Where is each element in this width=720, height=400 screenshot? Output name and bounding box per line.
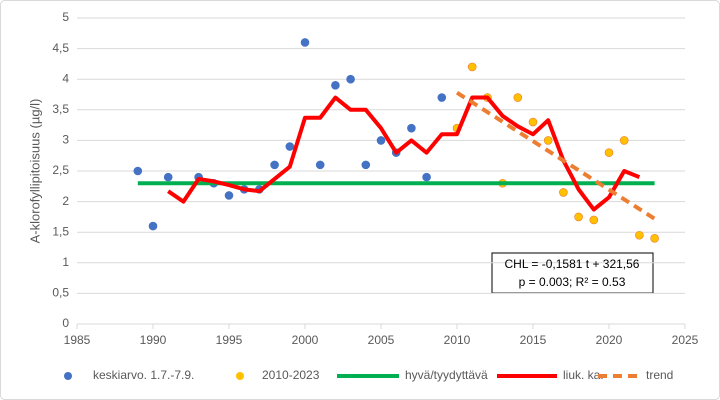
y-tick-label: 5	[62, 10, 69, 24]
x-tick-label: 1995	[216, 333, 243, 347]
data-point	[559, 188, 568, 197]
y-tick-label: 2,5	[52, 163, 69, 177]
data-point	[589, 215, 599, 225]
data-point	[543, 136, 553, 145]
y-tick-label: 1	[62, 255, 69, 269]
data-point	[270, 160, 279, 170]
data-point	[467, 62, 477, 72]
y-tick-label: 4,5	[52, 41, 69, 55]
x-tick-label: 2005	[368, 333, 395, 347]
data-point	[635, 230, 644, 240]
y-tick-label: 0	[62, 316, 69, 330]
legend-label: trend	[646, 368, 673, 382]
legend-label: liuk. ka.	[563, 368, 604, 382]
data-point	[346, 74, 355, 84]
x-tick-label: 1985	[64, 333, 91, 347]
y-tick-label: 3,5	[52, 102, 69, 116]
x-tick-label: 1990	[140, 333, 167, 347]
y-tick-label: 3	[62, 133, 69, 147]
data-point	[285, 142, 295, 151]
annotation: p = 0.003; R² = 0.53	[519, 275, 626, 289]
legend-label: keskiarvo. 1.7.-7.9.	[93, 368, 194, 382]
data-point	[604, 148, 614, 157]
x-tick-label: 2025	[672, 333, 699, 347]
data-point	[163, 172, 173, 182]
x-tick-label: 2020	[596, 333, 623, 347]
legend-marker	[236, 372, 244, 380]
y-tick-label: 1,5	[52, 224, 69, 238]
data-point	[361, 160, 371, 170]
data-point	[376, 136, 386, 145]
data-point	[437, 93, 447, 102]
y-tick-label: 0,5	[52, 286, 69, 300]
data-point	[574, 212, 583, 222]
legend-label: hyvä/tyydyttävä	[405, 368, 488, 382]
data-point	[513, 93, 523, 102]
data-point	[133, 166, 143, 176]
legend-label: 2010-2023	[262, 368, 320, 382]
data-point	[300, 38, 310, 47]
data-point	[148, 221, 158, 231]
annotation: CHL = -0,1581 t + 321,56	[505, 257, 640, 271]
data-point	[619, 136, 629, 145]
data-point	[224, 191, 234, 200]
line-series	[167, 95, 641, 212]
annotation-box	[491, 252, 654, 294]
data-point	[528, 117, 538, 127]
x-tick-label: 2000	[292, 333, 319, 347]
data-point	[407, 123, 416, 133]
line-series	[455, 90, 656, 221]
data-point	[331, 81, 340, 90]
legend-marker	[64, 372, 72, 380]
x-tick-label: 2010	[444, 333, 471, 347]
data-point	[422, 172, 431, 182]
y-tick-label: 2	[62, 194, 69, 208]
x-tick-label: 2015	[520, 333, 547, 347]
y-axis-label: A-klorofyllipitoisuus (µg/l)	[27, 99, 42, 244]
data-point	[650, 234, 659, 243]
y-tick-label: 4	[62, 71, 69, 85]
data-point	[315, 160, 325, 170]
